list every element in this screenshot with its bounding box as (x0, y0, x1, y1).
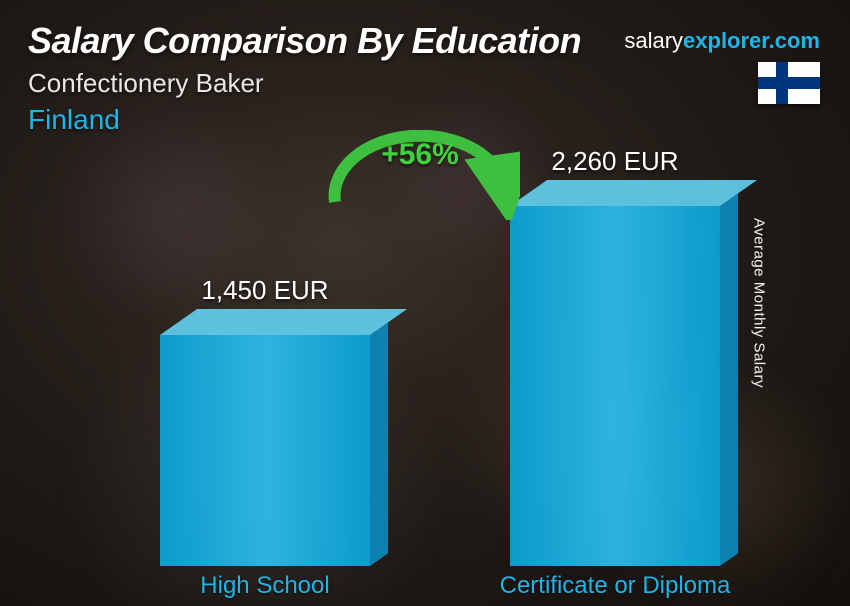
bar-value-label: 1,450 EUR (201, 275, 328, 306)
brand-part3: .com (769, 28, 820, 53)
bar-category-label: Certificate or Diploma (500, 572, 731, 600)
chart-country: Finland (28, 104, 120, 136)
brand-part2: explorer (683, 28, 769, 53)
percent-increase: +56% (381, 138, 459, 172)
bar: High School1,450 EUR (160, 335, 370, 566)
brand-part1: salary (624, 28, 683, 53)
bar: Certificate or Diploma2,260 EUR (510, 206, 720, 566)
bar-value-label: 2,260 EUR (551, 146, 678, 177)
chart-subtitle: Confectionery Baker (28, 68, 264, 99)
flag-icon (758, 62, 820, 104)
increase-indicator: +56% (320, 130, 520, 220)
bar-category-label: High School (200, 572, 329, 600)
chart-title: Salary Comparison By Education (28, 20, 581, 62)
brand-logo: salaryexplorer.com (624, 28, 820, 54)
infographic: Salary Comparison By Education Confectio… (0, 0, 850, 606)
